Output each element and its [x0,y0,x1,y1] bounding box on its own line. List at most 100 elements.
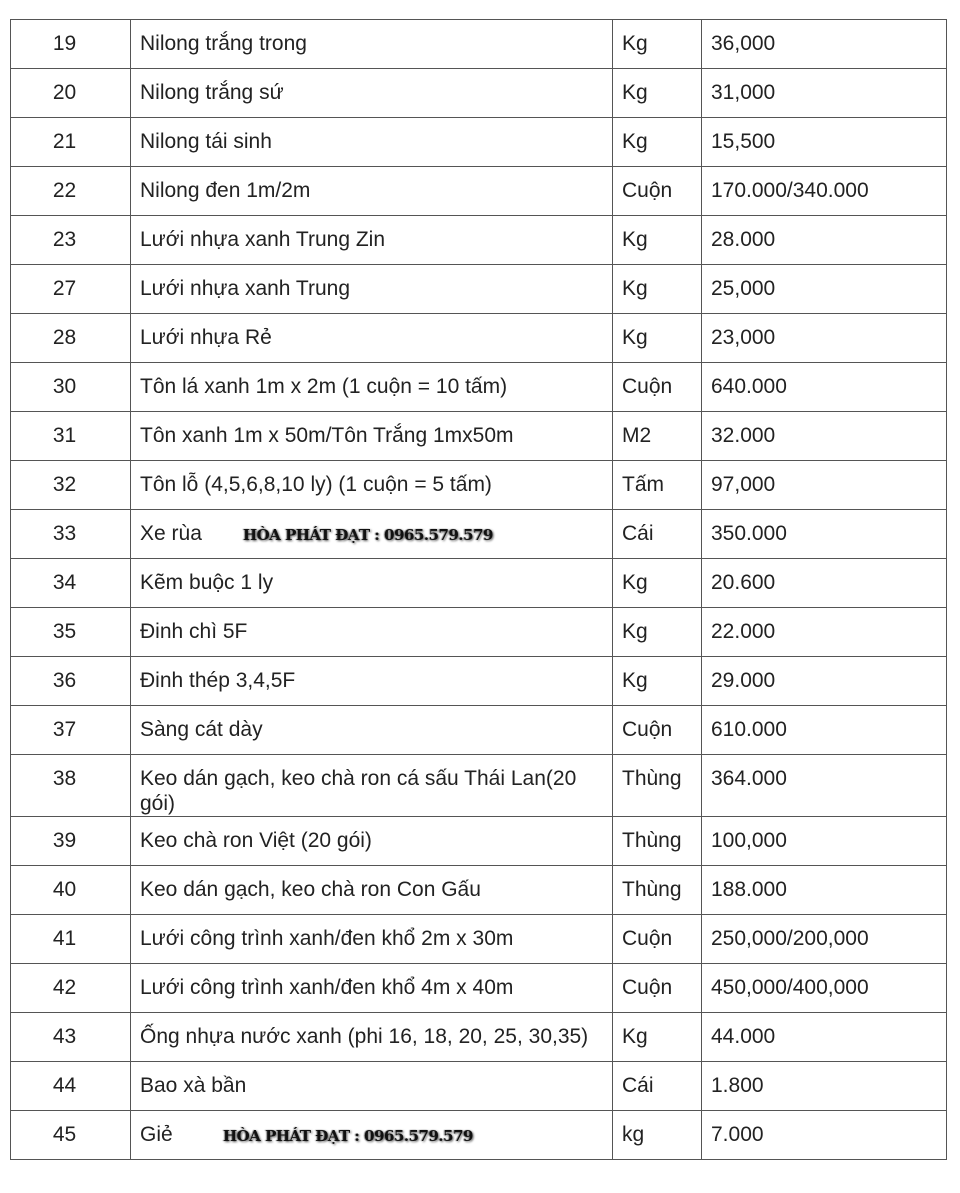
price-cell: 31,000 [701,68,947,118]
table-row: 38 Keo dán gạch, keo chà ron cá sấu Thái … [10,754,947,817]
item-name: Nilong trắng trong [140,32,307,55]
item-name: Lưới nhựa Rẻ [140,326,272,349]
table-row: 42 Lưới công trình xanh/đen khổ 4m x 40m C… [10,963,947,1013]
unit: Cuộn [622,375,673,398]
row-number-cell: 39 [10,816,131,866]
watermark: HÒA PHÁT ĐẠT : 0965.579.579 [243,526,493,544]
price: 15,500 [711,130,776,153]
unit: Kg [622,1025,648,1048]
unit-cell: Thùng [612,816,702,866]
item-name-cell: Tôn lá xanh 1m x 2m (1 cuộn = 10 tấm) [130,362,613,412]
item-name-cell: Lưới nhựa xanh Trung [130,264,613,314]
item-name: Giẻ [140,1123,173,1146]
item-name: Lưới công trình xanh/đen khổ 4m x 40m [140,976,514,999]
row-number-cell: 32 [10,460,131,510]
unit: Tấm [622,473,664,496]
item-name-cell: Nilong đen 1m/2m [130,166,613,216]
price-table: 19 Nilong trắng trong Kg 36,000 20 Nilong trắ… [10,19,947,1160]
item-name: Nilong tái sinh [140,130,272,153]
item-name-cell: Ống nhựa nước xanh (phi 16, 18, 20, 25, … [130,1012,613,1062]
price: 36,000 [711,32,776,55]
item-name-cell: Keo dán gạch, keo chà ron cá sấu Thái La… [130,754,613,817]
unit-cell: Cuộn [612,705,702,755]
row-number: 27 [52,277,77,300]
row-number: 20 [52,81,77,104]
unit: Thùng [622,767,682,790]
price-cell: 36,000 [701,19,947,69]
unit-cell: Cuộn [612,362,702,412]
row-number: 34 [52,571,77,594]
row-number: 31 [52,424,77,447]
unit-cell: Kg [612,607,702,657]
table-row: 43 Ống nhựa nước xanh (phi 16, 18, 20, 25… [10,1012,947,1062]
row-number-cell: 19 [10,19,131,69]
row-number: 42 [52,976,77,999]
row-number: 39 [52,829,77,852]
row-number: 19 [52,32,77,55]
unit-cell: Cuộn [612,166,702,216]
price: 44.000 [711,1025,776,1048]
price: 31,000 [711,81,776,104]
row-number-cell: 30 [10,362,131,412]
table-row: 39 Keo chà ron Việt (20 gói) Thùng 100,000 [10,816,947,866]
row-number-cell: 41 [10,914,131,964]
item-name-cell: Nilong trắng trong [130,19,613,69]
price-cell: 640.000 [701,362,947,412]
row-number-cell: 42 [10,963,131,1013]
row-number-cell: 37 [10,705,131,755]
table-row: 34 Kẽm buộc 1 ly Kg 20.600 [10,558,947,608]
row-number-cell: 36 [10,656,131,706]
price-cell: 100,000 [701,816,947,866]
price: 100,000 [711,829,787,852]
row-number: 45 [52,1123,77,1146]
unit: Kg [622,81,648,104]
price-cell: 350.000 [701,509,947,559]
price: 7.000 [711,1123,764,1146]
table-row: 20 Nilong trắng sứ Kg 31,000 [10,68,947,118]
row-number: 38 [52,767,77,790]
item-name-cell: Bao xà bần [130,1061,613,1111]
item-name-cell: Đinh chì 5F [130,607,613,657]
unit: M2 [622,424,652,447]
price: 97,000 [711,473,776,496]
price: 170.000/340.000 [711,179,869,202]
table-row: 23 Lưới nhựa xanh Trung Zin Kg 28.000 [10,215,947,265]
row-number-cell: 22 [10,166,131,216]
item-name: Tôn xanh 1m x 50m/Tôn Trắng 1mx50m [140,424,514,447]
unit: Kg [622,130,648,153]
item-name-cell: Sàng cát dày [130,705,613,755]
row-number: 35 [52,620,77,643]
item-name-cell: Nilong tái sinh [130,117,613,167]
price-cell: 29.000 [701,656,947,706]
row-number: 22 [52,179,77,202]
row-number: 33 [52,522,77,545]
unit: Kg [622,326,648,349]
unit: Cái [622,522,654,545]
table-row: 21 Nilong tái sinh Kg 15,500 [10,117,947,167]
item-name: Lưới nhựa xanh Trung Zin [140,228,386,251]
item-name-cell: Keo dán gạch, keo chà ron Con Gấu [130,865,613,915]
price: 28.000 [711,228,776,251]
unit-cell: M2 [612,411,702,461]
unit-cell: Kg [612,313,702,363]
item-name-cell: Nilong trắng sứ [130,68,613,118]
item-name-cell: Kẽm buộc 1 ly [130,558,613,608]
unit: Kg [622,571,648,594]
price-cell: 28.000 [701,215,947,265]
table-row: 37 Sàng cát dày Cuộn 610.000 [10,705,947,755]
table-row: 41 Lưới công trình xanh/đen khổ 2m x 30m C… [10,914,947,964]
unit: Cuộn [622,927,673,950]
row-number-cell: 31 [10,411,131,461]
price: 23,000 [711,326,776,349]
price: 20.600 [711,571,776,594]
price: 364.000 [711,767,787,790]
item-name: Nilong đen 1m/2m [140,179,311,202]
item-name: Đinh chì 5F [140,620,248,643]
item-name: Nilong trắng sứ [140,81,284,104]
price: 32.000 [711,424,776,447]
row-number-cell: 21 [10,117,131,167]
row-number-cell: 23 [10,215,131,265]
item-name: Kẽm buộc 1 ly [140,571,274,594]
row-number-cell: 28 [10,313,131,363]
row-number-cell: 27 [10,264,131,314]
